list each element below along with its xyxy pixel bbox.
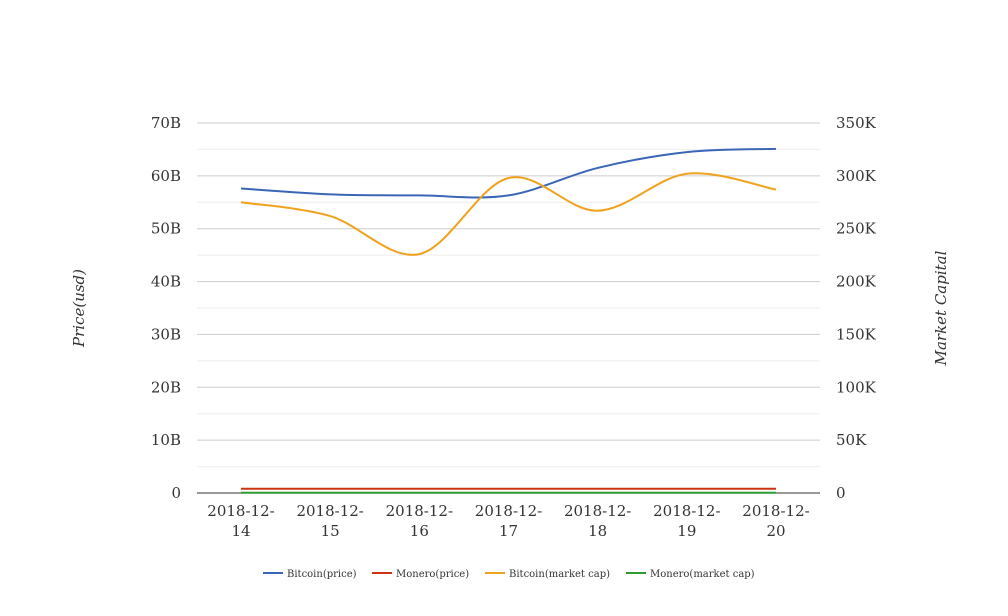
x-tick-label: 2018-12-14 — [207, 502, 274, 540]
left-tick-label: 50B — [151, 220, 181, 238]
left-axis-title: Price(usd) — [70, 269, 88, 348]
left-tick-label: 70B — [151, 114, 181, 132]
x-tick-label: 2018-12-15 — [296, 502, 363, 540]
series-line-bitcoin-price — [240, 147, 777, 199]
right-axis-title: Market Capital — [932, 250, 950, 366]
right-tick-label: 200K — [836, 273, 877, 291]
x-tick-label: 2018-12-18 — [564, 502, 631, 540]
right-tick-label: 150K — [836, 325, 877, 343]
left-tick-label: 20B — [151, 378, 181, 396]
legend-label: Monero(market cap) — [650, 569, 755, 580]
legend-label: Monero(price) — [396, 569, 469, 580]
right-tick-label: 0 — [836, 484, 846, 502]
x-tick-label: 2018-12-17 — [475, 502, 542, 540]
legend-label: Bitcoin(price) — [287, 569, 357, 580]
right-tick-label: 250K — [836, 220, 877, 238]
x-tick-label: 2018-12-20 — [742, 502, 809, 540]
legend-label: Bitcoin(market cap) — [509, 569, 610, 580]
left-tick-label: 30B — [151, 325, 181, 343]
left-tick-label: 10B — [151, 431, 181, 449]
right-tick-label: 100K — [836, 378, 877, 396]
x-tick-label: 2018-12-19 — [653, 502, 720, 540]
right-tick-label: 300K — [836, 167, 877, 185]
series-line-bitcoin-market-cap — [240, 172, 777, 256]
right-tick-label: 50K — [836, 431, 867, 449]
left-y-axis: 0 10B 20B 30B 40B 50B 60B 70B — [151, 114, 181, 502]
left-tick-label: 60B — [151, 167, 181, 185]
right-tick-label: 350K — [836, 114, 877, 132]
left-tick-label: 40B — [151, 273, 181, 291]
x-tick-label: 2018-12-16 — [386, 502, 453, 540]
x-axis: 2018-12-14 2018-12-15 2018-12-16 2018-12-17… — [207, 502, 809, 540]
right-y-axis: 0 50K 100K 150K 200K 250K 300K 350K — [836, 114, 877, 502]
series-lines — [240, 147, 777, 494]
legend: Bitcoin(price) Monero(price) Bitcoin(marke… — [263, 569, 755, 580]
left-tick-label: 0 — [171, 484, 181, 502]
